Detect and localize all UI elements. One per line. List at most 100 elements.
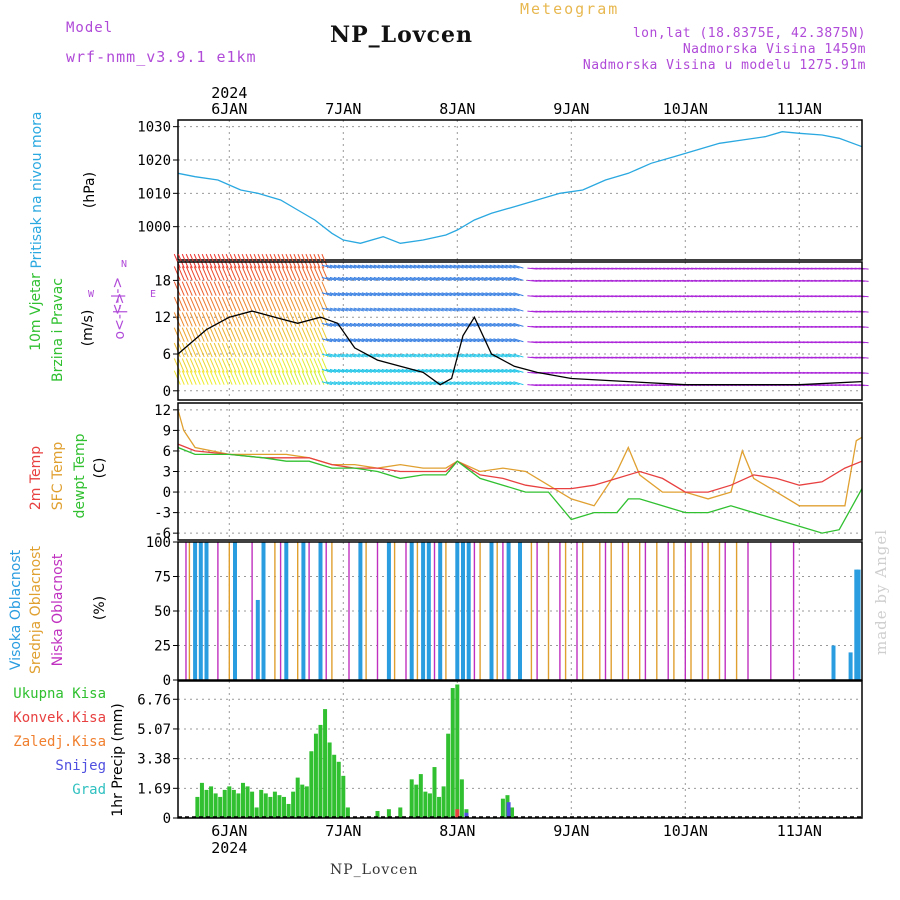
wind-barb <box>453 264 464 269</box>
wind-barb <box>509 322 520 327</box>
day-label-bottom: 9JAN <box>553 822 589 840</box>
wind-barb <box>313 281 321 296</box>
wind-barb <box>245 312 253 327</box>
wind-barb <box>485 276 496 281</box>
wind-barb <box>513 368 524 373</box>
wind-barb <box>477 292 488 297</box>
wind-barb <box>369 381 380 386</box>
wind-barb <box>261 281 269 296</box>
wind-barb <box>337 292 349 297</box>
wind-barb <box>357 264 368 269</box>
precip-bar-ukupnakisa <box>254 807 259 818</box>
wind-barb <box>497 368 508 373</box>
wind-barb <box>253 342 261 358</box>
wind-barb <box>381 381 392 386</box>
wind-barb <box>461 368 472 373</box>
wind-barb <box>393 338 404 343</box>
wind-barb <box>221 266 229 281</box>
pressure-tick-label: 1010 <box>137 186 171 202</box>
cloud-bar-mid <box>673 542 675 680</box>
wind-barb <box>357 322 368 327</box>
wind-barb <box>249 253 257 269</box>
wind-barb <box>401 322 412 327</box>
wind-barb <box>445 292 456 297</box>
elevation-info: Nadmorska Visina 1459m <box>682 42 866 57</box>
wind-barb <box>509 264 520 269</box>
wind-barb <box>481 322 492 327</box>
wind-barb <box>309 266 317 281</box>
wind-barb <box>421 338 432 343</box>
wind-barb <box>309 253 317 269</box>
wind-barb <box>461 338 472 343</box>
day-label-top: 7JAN <box>325 100 361 118</box>
wind-barb <box>273 312 281 327</box>
wind-barb <box>209 327 217 342</box>
wind-barb <box>329 381 341 386</box>
wind-barb <box>381 276 392 281</box>
wind-barb <box>225 312 233 327</box>
wind-barb <box>513 353 524 358</box>
wind-barb <box>333 381 345 386</box>
wind-barb <box>265 281 273 296</box>
wind-barb <box>425 338 436 343</box>
wind-barb <box>485 353 496 358</box>
wind-barb <box>401 264 412 269</box>
precip-bar-ukupnakisa <box>304 786 309 818</box>
cloud-bar-mid <box>639 542 641 680</box>
wind-barb <box>409 307 420 312</box>
wind-barb <box>397 322 408 327</box>
wind-barb <box>369 276 380 281</box>
wind-barb <box>353 264 364 269</box>
wind-barb <box>329 264 341 269</box>
wind-barb <box>433 353 444 358</box>
cloud-bar-high <box>466 542 471 680</box>
wind-barb <box>441 292 452 297</box>
wind-tick-label: 12 <box>154 310 171 326</box>
wind-barb <box>509 307 520 312</box>
wind-barb <box>277 327 285 342</box>
wind-barb <box>353 368 364 373</box>
low-cloud-axis-title: Niska Oblacnost <box>50 553 66 666</box>
wind-barb <box>369 368 380 373</box>
wind-barb <box>297 342 305 358</box>
wind-barb <box>353 353 364 358</box>
wind-barb <box>337 264 349 269</box>
wind-barb <box>437 368 448 373</box>
wind-barb <box>305 266 313 281</box>
wind-barb <box>269 253 277 269</box>
pressure-line <box>177 131 863 244</box>
wind-barb <box>441 307 452 312</box>
wind-barb <box>293 253 301 269</box>
wind-dir-west: W <box>88 289 95 300</box>
precip-bar-ukupnakisa <box>323 709 328 818</box>
wind-barb <box>437 322 448 327</box>
wind-barb <box>357 381 368 386</box>
wind-barb <box>401 381 412 386</box>
wind-barb <box>189 370 197 385</box>
wind-barb <box>329 353 341 358</box>
wind-barb <box>453 292 464 297</box>
wind-barb <box>481 276 492 281</box>
wind-barb <box>441 368 452 373</box>
dewpt-line <box>177 446 863 534</box>
wind-barb <box>205 358 213 373</box>
wind-barb <box>489 264 500 269</box>
precip-bar-ukupnakisa <box>199 782 204 818</box>
day-label-bottom: 7JAN <box>325 822 361 840</box>
cloud-bar-low <box>621 542 624 680</box>
wind-barb <box>221 327 229 342</box>
wind-barb <box>213 370 221 385</box>
precip-bar-ukupnakisa <box>455 684 460 818</box>
wind-barb <box>185 358 193 373</box>
precip-bar-ukupnakisa <box>309 751 314 818</box>
wind-barb <box>341 276 352 281</box>
wind-barb <box>245 327 253 342</box>
cloud-bar-high <box>198 542 203 680</box>
wind-barb <box>513 338 524 343</box>
wind-barb <box>489 322 500 327</box>
wind-barb <box>441 381 452 386</box>
wind-barb <box>273 358 281 373</box>
wind-barb <box>453 307 464 312</box>
wind-barb <box>493 264 504 269</box>
wind-barb <box>341 322 352 327</box>
